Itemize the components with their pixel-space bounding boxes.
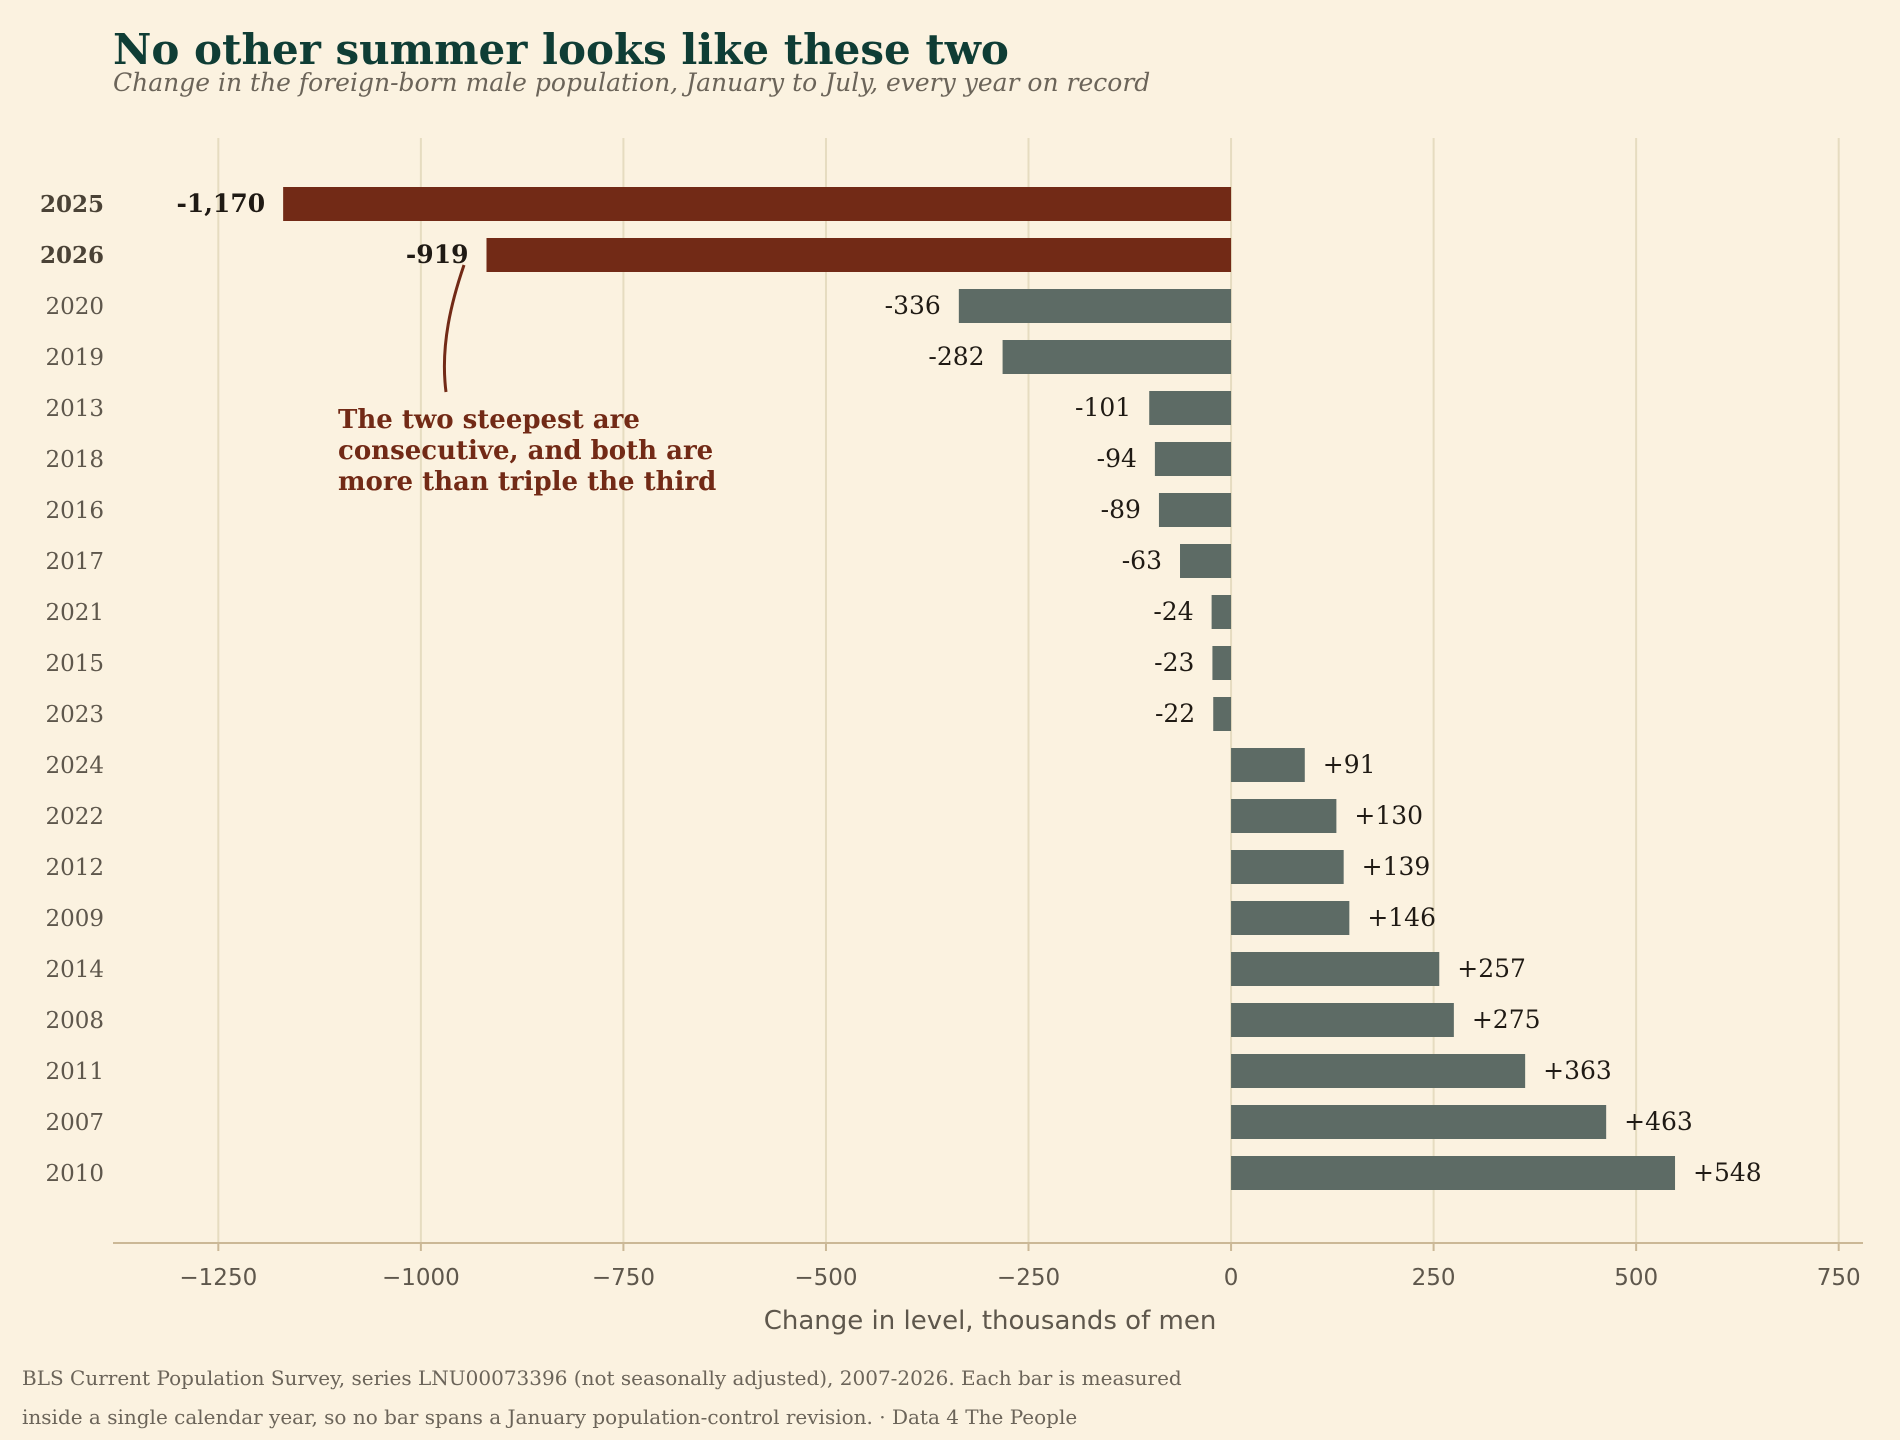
- x-tick-label-750: 750: [1817, 1265, 1861, 1291]
- y-tick-label-2019: 2019: [45, 345, 104, 371]
- annotation-line-3: more than triple the third: [338, 467, 716, 497]
- bar-2013: [1149, 391, 1232, 425]
- x-tick-label-1250: −1250: [179, 1265, 257, 1291]
- value-label-2016: -89: [1101, 495, 1141, 524]
- bar-2020: [958, 289, 1232, 323]
- y-tick-label-2013: 2013: [45, 396, 104, 422]
- x-tick-label-0: 0: [1224, 1265, 1239, 1291]
- value-label-2026: -919: [406, 240, 469, 269]
- bar-2022: [1231, 799, 1337, 833]
- y-tick-label-2025: 2025: [40, 191, 104, 218]
- bar-2023: [1213, 697, 1232, 731]
- bar-2007: [1231, 1105, 1607, 1139]
- annotation-line-1: The two steepest are: [338, 405, 640, 435]
- value-label-2009: +146: [1367, 903, 1436, 932]
- value-label-2013: -101: [1075, 393, 1131, 422]
- bar-2010: [1231, 1156, 1676, 1190]
- value-label-2025: -1,170: [176, 189, 265, 218]
- source-note-line-2: inside a single calendar year, so no bar…: [22, 1405, 1077, 1429]
- y-tick-label-2015: 2015: [45, 651, 104, 677]
- value-label-2010: +548: [1693, 1158, 1762, 1187]
- chart-title: No other summer looks like these two: [113, 25, 1009, 74]
- chart-subtitle: Change in the foreign-born male populati…: [113, 68, 1150, 97]
- x-axis-label: Change in level, thousands of men: [764, 1306, 1217, 1336]
- bar-2018: [1154, 442, 1232, 476]
- bar-2012: [1231, 850, 1344, 884]
- y-tick-label-2010: 2010: [45, 1161, 104, 1187]
- source-note-line-1: BLS Current Population Survey, series LN…: [22, 1366, 1182, 1390]
- bar-2008: [1231, 1003, 1454, 1037]
- bar-2009: [1231, 901, 1350, 935]
- value-label-2020: -336: [885, 291, 941, 320]
- x-tick-label-750: −750: [592, 1265, 655, 1291]
- x-tick-label-500: 500: [1614, 1265, 1658, 1291]
- bar-2025: [283, 187, 1232, 221]
- y-tick-label-2018: 2018: [45, 447, 104, 473]
- y-tick-label-2022: 2022: [45, 804, 104, 830]
- bar-2019: [1002, 340, 1232, 374]
- value-labels: -1,170 -919 -336 -282 -101 -94 -89 -63 -24 -23 -22…: [176, 189, 1761, 1187]
- y-tick-label-2014: 2014: [45, 957, 104, 983]
- y-tick-label-2016: 2016: [45, 498, 104, 524]
- y-tick-label-2026: 2026: [40, 242, 104, 269]
- value-label-2021: -24: [1153, 597, 1193, 626]
- x-tick-label-500: −500: [794, 1265, 857, 1291]
- y-tick-label-2011: 2011: [45, 1059, 104, 1085]
- value-label-2022: +130: [1354, 801, 1423, 830]
- y-tick-label-2023: 2023: [45, 702, 104, 728]
- annotation-line-2: consecutive, and both are: [338, 436, 713, 466]
- value-label-2017: -63: [1122, 546, 1162, 575]
- bar-2021: [1211, 595, 1232, 629]
- value-label-2011: +363: [1543, 1056, 1612, 1085]
- bars: [283, 187, 1676, 1190]
- value-label-2023: -22: [1155, 699, 1195, 728]
- bar-2026: [486, 238, 1232, 272]
- value-label-2012: +139: [1362, 852, 1431, 881]
- value-label-2018: -94: [1097, 444, 1137, 473]
- y-tick-label-2024: 2024: [45, 753, 104, 779]
- y-tick-labels: 2025 2026 2020 2019 2013 2018 2016 2017 2021 2015…: [40, 191, 104, 1187]
- bar-2024: [1231, 748, 1305, 782]
- value-label-2015: -23: [1154, 648, 1194, 677]
- y-tick-label-2017: 2017: [45, 549, 104, 575]
- x-tick-label-250: 250: [1412, 1265, 1456, 1291]
- y-tick-label-2007: 2007: [45, 1110, 104, 1136]
- value-label-2024: +91: [1323, 750, 1376, 779]
- y-tick-label-2012: 2012: [45, 855, 104, 881]
- value-label-2014: +257: [1457, 954, 1526, 983]
- annotation-text: The two steepest are consecutive, and bo…: [338, 405, 722, 497]
- y-tick-label-2021: 2021: [45, 600, 104, 626]
- value-label-2019: -282: [928, 342, 984, 371]
- x-tick-labels: −1250 −1000 −750 −500 −250 0 250 500 750: [179, 1243, 1861, 1291]
- x-tick-label-250: −250: [997, 1265, 1060, 1291]
- bar-2014: [1231, 952, 1440, 986]
- bar-2016: [1158, 493, 1232, 527]
- x-tick-label-1000: −1000: [382, 1265, 460, 1291]
- bar-2011: [1231, 1054, 1526, 1088]
- bar-2015: [1212, 646, 1232, 680]
- annotation-arrow: [442, 264, 466, 393]
- bar-2017: [1180, 544, 1232, 578]
- value-label-2007: +463: [1624, 1107, 1693, 1136]
- value-label-2008: +275: [1472, 1005, 1541, 1034]
- y-tick-label-2009: 2009: [45, 906, 104, 932]
- y-tick-label-2008: 2008: [45, 1008, 104, 1034]
- y-tick-label-2020: 2020: [45, 294, 104, 320]
